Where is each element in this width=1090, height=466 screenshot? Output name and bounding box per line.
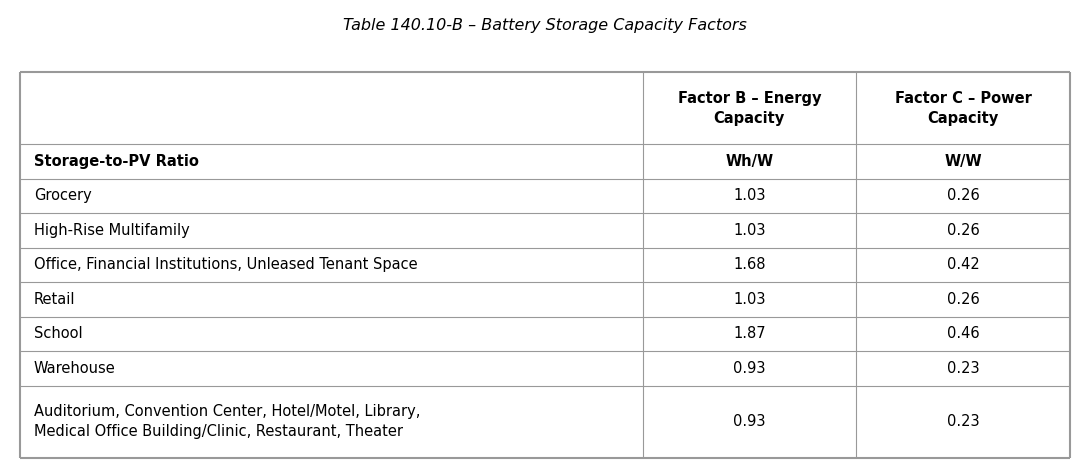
Text: 0.26: 0.26 [947,292,980,307]
Text: 0.93: 0.93 [734,414,765,429]
Text: 0.93: 0.93 [734,361,765,376]
Text: 0.26: 0.26 [947,188,980,204]
Text: 1.68: 1.68 [734,257,765,273]
Text: Wh/W: Wh/W [725,154,774,169]
Text: Office, Financial Institutions, Unleased Tenant Space: Office, Financial Institutions, Unleased… [34,257,417,273]
Text: W/W: W/W [944,154,982,169]
Text: Retail: Retail [34,292,75,307]
Text: 0.46: 0.46 [947,326,980,342]
Text: 0.23: 0.23 [947,361,980,376]
Text: High-Rise Multifamily: High-Rise Multifamily [34,223,190,238]
Text: 1.03: 1.03 [734,223,765,238]
Text: Grocery: Grocery [34,188,92,204]
Text: Auditorium, Convention Center, Hotel/Motel, Library,
Medical Office Building/Cli: Auditorium, Convention Center, Hotel/Mot… [34,404,420,439]
Text: Factor B – Energy
Capacity: Factor B – Energy Capacity [678,91,821,126]
Text: 1.03: 1.03 [734,188,765,204]
Text: Factor C – Power
Capacity: Factor C – Power Capacity [895,91,1031,126]
Text: 0.42: 0.42 [947,257,980,273]
Text: 0.26: 0.26 [947,223,980,238]
Text: 1.87: 1.87 [734,326,765,342]
Text: Storage-to-PV Ratio: Storage-to-PV Ratio [34,154,198,169]
Text: 0.23: 0.23 [947,414,980,429]
Text: Table 140.10-B – Battery Storage Capacity Factors: Table 140.10-B – Battery Storage Capacit… [343,18,747,33]
Text: Warehouse: Warehouse [34,361,116,376]
Text: School: School [34,326,83,342]
Text: 1.03: 1.03 [734,292,765,307]
